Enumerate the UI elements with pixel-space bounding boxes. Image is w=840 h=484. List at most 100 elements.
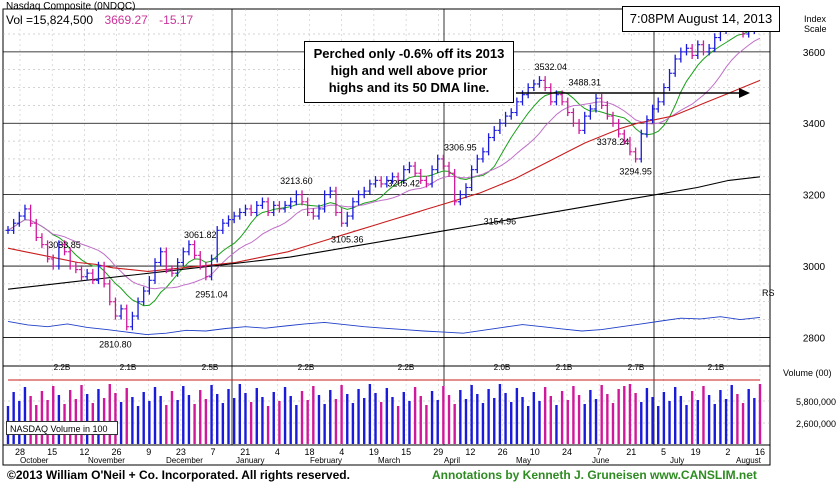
volume-bar-131 <box>747 389 750 444</box>
price-bar-75 <box>429 165 435 188</box>
price-bar-41 <box>237 208 243 220</box>
price-bar-120 <box>683 43 689 56</box>
volume-bar-102 <box>583 404 586 444</box>
price-bar-40 <box>231 211 237 224</box>
volume-bar-113 <box>645 388 649 444</box>
price-bar-124 <box>706 43 712 56</box>
x-tick-22: 2 <box>725 447 730 457</box>
price-bar-88 <box>503 111 509 127</box>
x-tick-23: 16 <box>755 447 765 457</box>
x-tick-8: 4 <box>275 447 280 457</box>
price-bar-13 <box>79 265 85 281</box>
volume-title: Volume (00) <box>783 368 832 378</box>
price-bar-29 <box>169 265 175 277</box>
volume-bar-106 <box>606 394 609 444</box>
price-bar-81 <box>463 183 469 199</box>
price-bar-4 <box>28 204 34 227</box>
volume-bar-91 <box>521 397 524 444</box>
price-bar-125 <box>712 33 718 52</box>
price-bar-102 <box>582 111 588 134</box>
x-tick-13: 29 <box>433 447 443 457</box>
volume-bar-54 <box>312 386 315 444</box>
volume-bar-55 <box>317 395 321 444</box>
volume-bar-94 <box>538 401 541 444</box>
volume-bar-14 <box>85 394 89 444</box>
price-bar-39 <box>226 215 232 227</box>
volume-bar-44 <box>255 388 258 444</box>
price-bar-59 <box>339 208 345 227</box>
volume-bar-98 <box>560 391 564 444</box>
volume-bar-50 <box>289 396 292 444</box>
volume-bar-130 <box>741 403 745 444</box>
volume-bar-24 <box>142 392 145 444</box>
note-line-2: high and well above prior <box>330 63 488 78</box>
price-bar-113 <box>644 115 650 138</box>
price-bar-70 <box>401 165 407 184</box>
price-bar-69 <box>395 172 401 184</box>
price-bar-26 <box>152 258 158 284</box>
price-bar-107 <box>610 111 616 127</box>
price-bar-34 <box>197 251 203 270</box>
note-line-1: Perched only -0.6% off its 2013 <box>313 46 505 61</box>
volume-bar-85 <box>487 389 490 444</box>
volume-bar-76 <box>436 400 439 444</box>
price-label-10: 3488.31 <box>568 78 601 88</box>
month-0: October <box>20 456 49 465</box>
volume-label-0: 2.2B <box>54 363 70 372</box>
volume-bar-21 <box>125 388 128 444</box>
volume-bar-16 <box>97 389 100 444</box>
price-bar-100 <box>570 108 576 127</box>
volume-bar-48 <box>278 401 281 444</box>
month-8: June <box>592 456 610 465</box>
price-bar-83 <box>474 154 480 174</box>
volume-bar-60 <box>346 394 349 444</box>
x-tick-19: 21 <box>626 447 636 457</box>
volume-bar-90 <box>515 388 519 444</box>
volume-bar-127 <box>724 399 728 444</box>
price-label-6: 3205.42 <box>388 179 421 189</box>
price-bar-52 <box>299 190 305 206</box>
price-change: -15.17 <box>159 13 194 27</box>
volume-bar-22 <box>131 397 134 444</box>
volume-bar-39 <box>227 389 230 444</box>
x-tick-4: 9 <box>146 447 151 457</box>
price-bar-74 <box>423 176 429 188</box>
volume-value: Vol =15,824,500 <box>6 13 94 27</box>
volume-bar-70 <box>402 392 405 444</box>
price-bar-3 <box>22 204 28 220</box>
volume-bar-129 <box>736 394 739 444</box>
volume-bar-57 <box>329 390 332 444</box>
volume-bar-105 <box>600 385 603 444</box>
price-bar-64 <box>367 179 373 195</box>
volume-bar-53 <box>306 400 309 444</box>
x-axis: 28 15 12 26 9 23 7 21 4 18 4 19 15 29 12 26 10 24 7 21 5 19 2 1… <box>15 447 765 465</box>
volume-bar-58 <box>334 399 338 444</box>
price-label-0: 3033.85 <box>48 240 81 250</box>
volume-bar-112 <box>640 402 643 444</box>
price-bar-58 <box>333 186 339 217</box>
volume-labels: 2.2B 2.1B 2.5B 2.2B 2.2B 2.0B 2.1B 2.7B 2.1B <box>54 363 724 372</box>
price-bar-33 <box>192 240 198 259</box>
price-bar-101 <box>576 118 582 134</box>
volume-bar-27 <box>159 396 162 444</box>
x-tick-7: 21 <box>240 447 250 457</box>
x-tick-3: 26 <box>112 447 122 457</box>
price-bar-80 <box>457 190 463 206</box>
month-4: February <box>310 456 342 465</box>
price-bar-77 <box>440 154 446 170</box>
price-bar-116 <box>661 83 667 106</box>
volume-bar-100 <box>572 386 575 444</box>
price-bar-109 <box>621 129 627 145</box>
price-bar-36 <box>209 254 215 281</box>
volume-bar-61 <box>351 403 355 444</box>
price-bar-57 <box>327 186 333 199</box>
month-2: December <box>166 456 203 465</box>
price-bar-86 <box>491 126 497 142</box>
volume-bar-101 <box>577 395 581 444</box>
x-tick-14: 12 <box>465 447 475 457</box>
volume-bar-73 <box>419 396 422 444</box>
price-bar-96 <box>548 83 554 106</box>
volume-bar-79 <box>453 404 456 444</box>
volume-legend: NASDAQ Volume in 100 <box>6 421 118 435</box>
volume-bar-1 <box>12 392 15 444</box>
